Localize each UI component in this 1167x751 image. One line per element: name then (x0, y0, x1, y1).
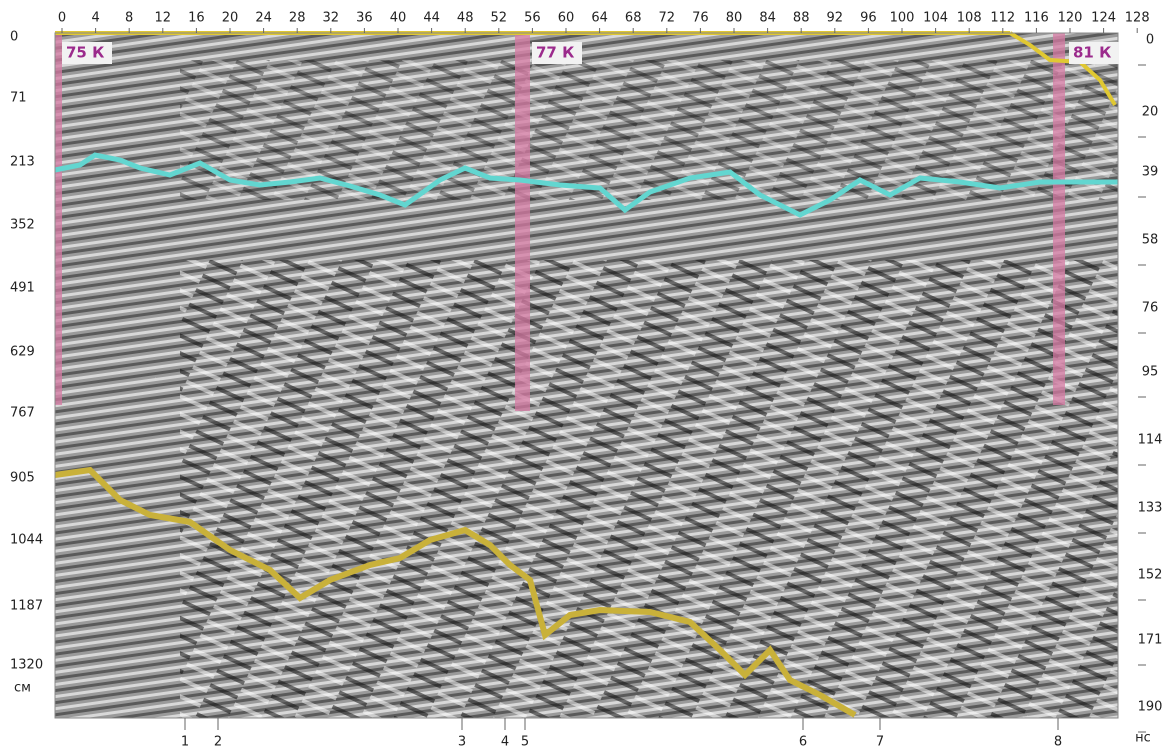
top-tick-label: 4 (91, 11, 99, 26)
top-tick-label: 72 (659, 11, 676, 26)
marker-label: 6 (799, 735, 807, 750)
top-tick-label: 64 (591, 11, 608, 26)
top-tick-label: 96 (860, 11, 877, 26)
top-tick-label: 84 (759, 11, 776, 26)
left-tick-label: 213 (10, 155, 35, 170)
right-tick-label: 95 (1142, 365, 1159, 380)
top-tick-label: 100 (890, 11, 915, 26)
left-tick-label: 1320 (10, 658, 43, 673)
top-tick-label: 36 (356, 11, 373, 26)
right-tick-label: 76 (1142, 301, 1159, 316)
left-tick-label: 767 (10, 406, 35, 421)
picket-band (55, 33, 62, 405)
picket-label: 81 К (1073, 44, 1112, 62)
picket-label-bg (532, 42, 582, 64)
top-tick-label: 112 (990, 11, 1015, 26)
top-tick-label: 128 (1125, 11, 1150, 26)
left-tick-label: 1187 (10, 599, 43, 614)
top-tick-label: 24 (255, 11, 272, 26)
plot-frame (54, 32, 1119, 719)
horizon-cyan (54, 152, 1118, 218)
marker-label: 1 (181, 735, 189, 750)
top-tick-label: 52 (491, 11, 508, 26)
right-tick-label: 190 (1138, 700, 1163, 715)
top-tick-label: 116 (1024, 11, 1049, 26)
top-tick-label: 40 (390, 11, 407, 26)
top-tick-label: 44 (423, 11, 440, 26)
marker-label: 4 (501, 735, 509, 750)
top-tick-label: 12 (155, 11, 172, 26)
right-tick-label: 0 (1146, 33, 1154, 48)
surface-line (1008, 31, 1117, 107)
top-tick-label: 124 (1091, 11, 1116, 26)
top-tick-label: 48 (457, 11, 474, 26)
radargram (54, 31, 1118, 718)
picket-label-bg (62, 42, 112, 64)
right-tick-label: 20 (1142, 105, 1159, 120)
right-tick-label: 58 (1142, 233, 1159, 248)
top-tick-label: 80 (726, 11, 743, 26)
picket-label: 77 К (536, 44, 575, 62)
right-tick-label: 152 (1138, 568, 1163, 583)
picket-label: 75 К (66, 44, 105, 62)
top-tick-label: 76 (692, 11, 709, 26)
right-unit: нс (1135, 731, 1151, 746)
top-tick-label: 32 (323, 11, 340, 26)
marker-label: 7 (876, 735, 884, 750)
right-tick-label: 171 (1138, 633, 1163, 648)
picket-band (1053, 33, 1065, 405)
picket-label-bg (1069, 42, 1119, 64)
top-tick-label: 60 (558, 11, 575, 26)
marker-label: 2 (214, 735, 222, 750)
horizon-yellow (54, 466, 857, 718)
right-tick-label: 133 (1138, 501, 1163, 516)
left-tick-label: 629 (10, 345, 35, 360)
top-tick-label: 108 (957, 11, 982, 26)
top-tick-label: 104 (923, 11, 948, 26)
left-tick-label: 905 (10, 471, 35, 486)
top-tick-label: 28 (289, 11, 306, 26)
right-tick-label: 114 (1138, 433, 1163, 448)
picket-band (515, 33, 530, 411)
top-tick-label: 120 (1058, 11, 1083, 26)
marker-label: 5 (521, 735, 529, 750)
left-tick-label: 1044 (10, 533, 43, 548)
marker-label: 3 (458, 735, 466, 750)
left-tick-label: 352 (10, 218, 35, 233)
left-tick-label: 491 (10, 281, 35, 296)
top-tick-label: 88 (793, 11, 810, 26)
top-tick-label: 16 (188, 11, 205, 26)
left-unit: см (14, 681, 31, 696)
top-tick-label: 20 (222, 11, 239, 26)
top-tick-label: 68 (625, 11, 642, 26)
right-tick-label: 39 (1142, 165, 1159, 180)
top-tick-label: 8 (125, 11, 133, 26)
marker-label: 8 (1054, 735, 1062, 750)
top-tick-label: 0 (58, 11, 66, 26)
left-tick-label: 0 (10, 30, 18, 45)
top-tick-label: 56 (524, 11, 541, 26)
left-tick-label: 71 (10, 91, 27, 106)
top-tick-label: 92 (827, 11, 844, 26)
